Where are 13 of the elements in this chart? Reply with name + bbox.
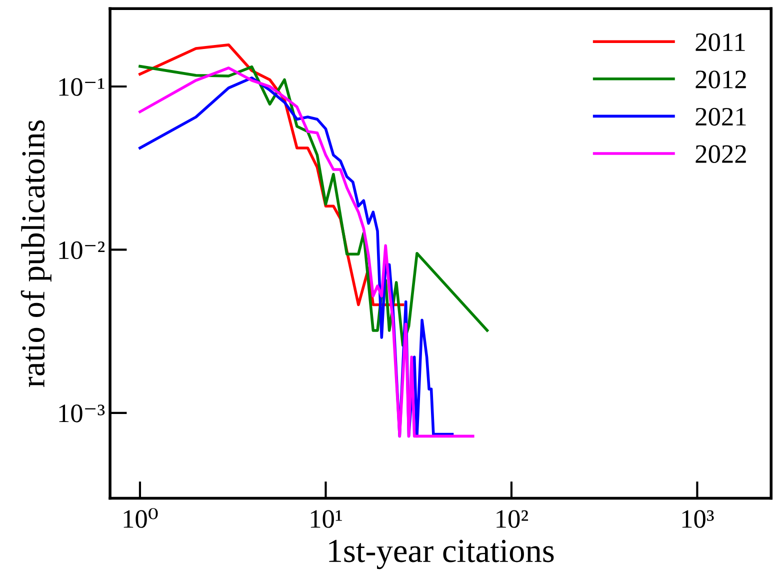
y-tick-label: 10⁻¹ (59, 78, 104, 96)
x-tick-label: 10⁰ (124, 508, 158, 528)
x-tick-label: 10¹ (310, 510, 342, 528)
legend-label: 2022 (696, 145, 746, 163)
x-tick-label: 10² (496, 510, 528, 528)
legend-label: 2012 (696, 70, 746, 88)
x-axis-title: 1st-year citations (329, 540, 554, 570)
x-tick-label: 10³ (682, 510, 714, 528)
legend-label: 2011 (696, 33, 745, 52)
y-axis-title: ratio of publicatoins (20, 120, 52, 387)
y-tick-label: 10⁻² (59, 241, 105, 260)
y-tick-label: 10⁻³ (59, 404, 105, 422)
legend-label: 2021 (696, 108, 746, 126)
